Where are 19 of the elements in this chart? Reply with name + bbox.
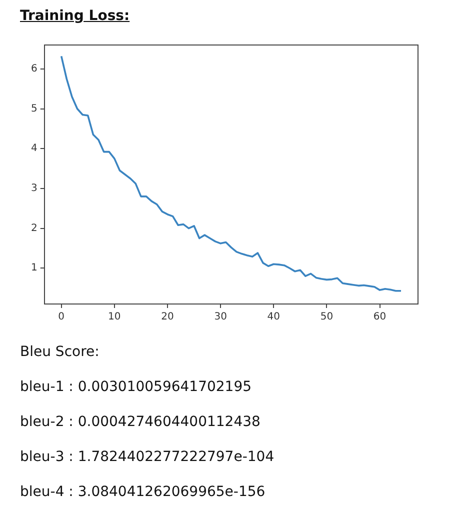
- x-tick-label: 40: [267, 312, 280, 323]
- text: bleu-1 : 0.003010059641702195: [20, 379, 253, 395]
- y-tick-label: 6: [30, 64, 38, 74]
- text: Bleu Score:: [20, 344, 100, 360]
- x-tick-label: 0: [58, 312, 65, 323]
- x-tick-label: 10: [108, 312, 121, 323]
- x-tick-label: 50: [320, 312, 334, 323]
- y-tick-label: 1: [30, 262, 38, 274]
- x-tick-label: 20: [161, 312, 174, 323]
- y-tick-label: 2: [30, 222, 38, 234]
- x-tick-label: 30: [214, 312, 227, 323]
- x-tick-label: 60: [373, 312, 386, 323]
- text: bleu-4 : 3.084041262069965e-156: [20, 484, 266, 500]
- y-tick-label: 3: [30, 183, 38, 194]
- chart-title: Training Loss:: [20, 8, 131, 24]
- y-tick-label: 4: [30, 143, 38, 154]
- text: bleu-3 : 1.7824402277222797e-104: [20, 449, 276, 465]
- text: bleu-2 : 0.0004274604400112438: [20, 414, 262, 430]
- y-tick-label: 5: [30, 103, 38, 114]
